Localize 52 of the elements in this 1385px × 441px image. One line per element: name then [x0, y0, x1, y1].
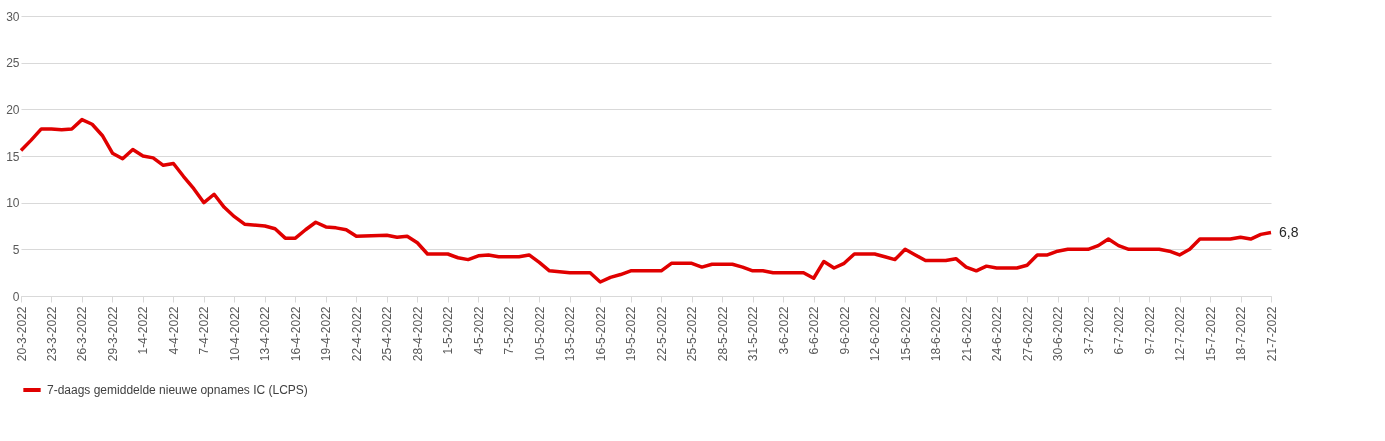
x-tick-label: 27-6-2022: [1020, 306, 1035, 362]
x-tick-label: 13-4-2022: [258, 306, 273, 362]
x-tick-label: 18-7-2022: [1234, 306, 1249, 362]
legend-label: 7-daags gemiddelde nieuwe opnames IC (LCPS): [47, 383, 308, 397]
x-tick-label: 24-6-2022: [990, 306, 1005, 362]
x-tick-label: 16-4-2022: [288, 306, 303, 362]
x-tick-label: 31-5-2022: [746, 306, 761, 362]
x-tick-label: 18-6-2022: [929, 306, 944, 362]
annotation: 6,8: [1279, 223, 1299, 240]
y-tick-label: 5: [12, 242, 20, 257]
x-tick-label: 19-4-2022: [319, 306, 334, 362]
x-tick-label: 15-7-2022: [1203, 306, 1218, 362]
x-tick-label: 3-7-2022: [1081, 306, 1096, 355]
x-tick-label: 1-4-2022: [136, 306, 151, 355]
x-tick-label: 21-6-2022: [959, 306, 974, 362]
x-tick-label: 28-4-2022: [410, 306, 425, 362]
x-tick-label: 7-5-2022: [502, 306, 517, 355]
x-tick-label: 20-3-2022: [14, 306, 29, 362]
x-tick-label: 6-7-2022: [1112, 306, 1127, 355]
x-tick-label: 28-5-2022: [715, 306, 730, 362]
x-tick-label: 16-5-2022: [593, 306, 608, 362]
x-tick-label: 3-6-2022: [776, 306, 791, 355]
x-tick-label: 29-3-2022: [105, 306, 120, 362]
y-tick-label: 10: [6, 196, 20, 211]
x-tick-label: 10-4-2022: [227, 306, 242, 362]
x-tick-label: 4-4-2022: [166, 306, 181, 355]
x-tick-label: 7-4-2022: [197, 306, 212, 355]
x-tick-label: 26-3-2022: [75, 306, 90, 362]
x-tick-label: 25-5-2022: [685, 306, 700, 362]
x-tick-label: 13-5-2022: [563, 306, 578, 362]
x-tick-label: 15-6-2022: [898, 306, 913, 362]
x-tick-label: 25-4-2022: [380, 306, 395, 362]
x-tick-label: 21-7-2022: [1264, 306, 1279, 362]
x-tick-label: 22-5-2022: [654, 306, 669, 362]
x-tick-label: 10-5-2022: [532, 306, 547, 362]
x-tick-label: 9-6-2022: [837, 306, 852, 355]
y-tick-label: 30: [6, 9, 20, 24]
y-tick-label: 25: [6, 56, 20, 71]
x-tick-label: 19-5-2022: [624, 306, 639, 362]
x-tick-label: 12-6-2022: [868, 306, 883, 362]
x-tick-label: 1-5-2022: [441, 306, 456, 355]
x-tick-label: 22-4-2022: [349, 306, 364, 362]
y-tick-label: 0: [12, 289, 20, 304]
x-tick-label: 9-7-2022: [1142, 306, 1157, 355]
line-series: [19, 117, 1273, 284]
y-tick-label: 20: [6, 102, 20, 117]
x-tick-label: 4-5-2022: [471, 306, 486, 355]
x-tick-label: 12-7-2022: [1173, 306, 1188, 362]
x-tick-label: 30-6-2022: [1051, 306, 1066, 362]
y-tick-label: 15: [6, 149, 20, 164]
x-tick-label: 23-3-2022: [44, 306, 59, 362]
x-tick-label: 6-6-2022: [807, 306, 822, 355]
